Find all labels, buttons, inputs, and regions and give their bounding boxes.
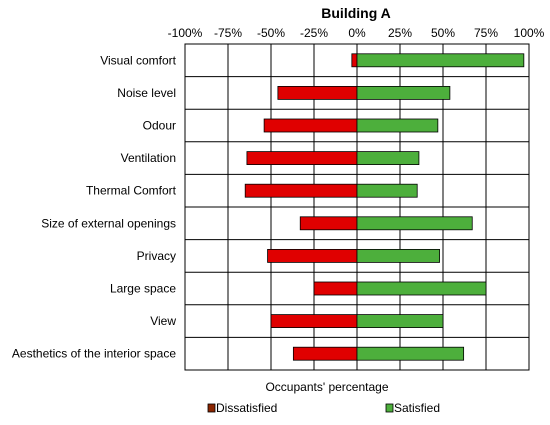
bar-satisfied bbox=[356, 248, 440, 263]
category-label: View bbox=[150, 314, 176, 328]
x-tick-label: 100% bbox=[514, 26, 545, 40]
x-axis-label: Occupants' percentage bbox=[265, 380, 388, 394]
legend-label-satisfied: Satisfied bbox=[394, 401, 440, 415]
bar-dissatisfied bbox=[351, 53, 358, 68]
legend-swatch-dissatisfied bbox=[207, 403, 216, 413]
legend: Dissatisfied Satisfied bbox=[207, 401, 440, 415]
bar-satisfied bbox=[356, 216, 473, 231]
category-label: Large space bbox=[110, 282, 176, 296]
bar-dissatisfied bbox=[267, 248, 358, 263]
category-label: Visual comfort bbox=[100, 53, 176, 67]
x-tick-label: 75% bbox=[474, 26, 498, 40]
bar-satisfied bbox=[356, 118, 439, 133]
bar-dissatisfied bbox=[246, 151, 358, 166]
x-tick-label: -75% bbox=[214, 26, 242, 40]
bar-dissatisfied bbox=[263, 118, 358, 133]
bar-satisfied bbox=[356, 53, 525, 68]
bar-satisfied bbox=[356, 151, 420, 166]
bar-satisfied bbox=[356, 86, 451, 100]
bars bbox=[244, 53, 525, 361]
x-tick-label: -100% bbox=[168, 26, 203, 40]
category-label: Privacy bbox=[137, 249, 176, 263]
x-tick-label: -25% bbox=[300, 26, 328, 40]
category-label: Size of external openings bbox=[41, 216, 176, 230]
bar-dissatisfied bbox=[292, 346, 358, 361]
category-label: Aesthetics of the interior space bbox=[12, 347, 176, 361]
category-labels: Visual comfort Noise level Odour Ventilatio… bbox=[12, 53, 177, 360]
bar-satisfied bbox=[356, 346, 465, 361]
legend-swatch-satisfied bbox=[385, 403, 394, 413]
category-label: Odour bbox=[143, 119, 176, 133]
bar-dissatisfied bbox=[270, 314, 358, 329]
category-label: Ventilation bbox=[121, 151, 176, 165]
category-label: Noise level bbox=[117, 86, 176, 100]
bar-dissatisfied bbox=[244, 183, 358, 198]
x-tick-label: -50% bbox=[257, 26, 285, 40]
legend-label-dissatisfied: Dissatisfied bbox=[216, 401, 277, 415]
bar-dissatisfied bbox=[277, 86, 358, 100]
category-label: Thermal Comfort bbox=[86, 184, 177, 198]
x-tick-label: 0% bbox=[348, 26, 366, 40]
bar-dissatisfied bbox=[299, 216, 358, 231]
chart-title: Building A bbox=[321, 5, 390, 21]
bar-satisfied bbox=[356, 314, 444, 329]
bar-satisfied bbox=[356, 281, 487, 296]
bar-dissatisfied bbox=[313, 281, 358, 296]
x-tick-label: 50% bbox=[431, 26, 455, 40]
x-tick-labels: -100% -75% -50% -25% 0% 25% 50% 75% 100% bbox=[168, 26, 545, 40]
bar-satisfied bbox=[356, 183, 418, 198]
x-tick-label: 25% bbox=[388, 26, 412, 40]
